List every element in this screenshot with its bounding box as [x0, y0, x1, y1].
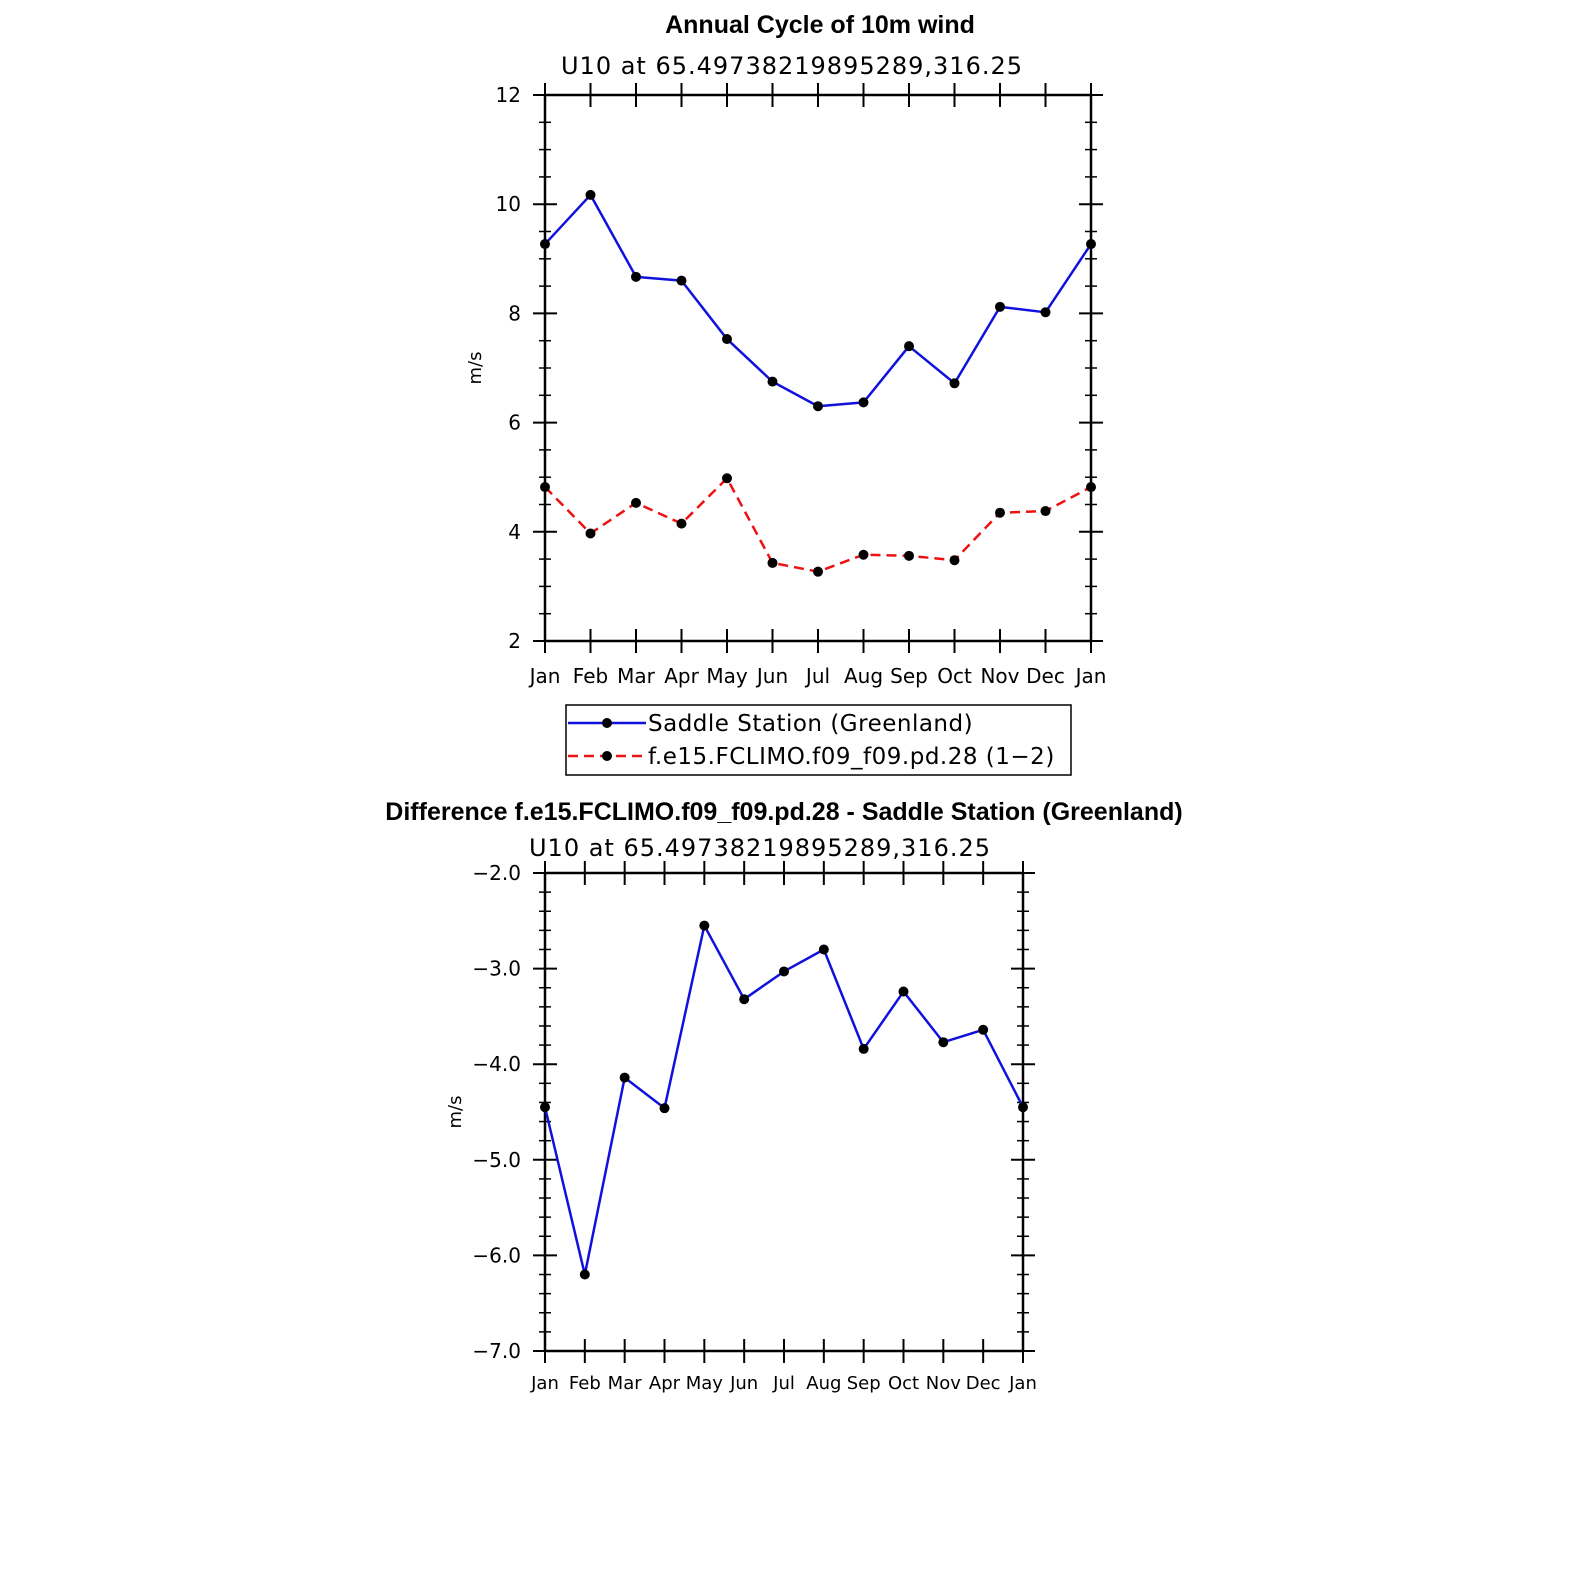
chart-2-xtick-label: Feb: [569, 1373, 601, 1394]
chart-2-ytick-label: −4.0: [472, 1052, 521, 1076]
chart-2-series-1-point: [659, 1103, 670, 1114]
chart-2-ytick-label: −2.0: [472, 861, 521, 885]
chart-2-ylabel: m/s: [445, 1096, 466, 1129]
chart-1-series-1-point: [995, 301, 1005, 312]
chart-1-ytick-label: 6: [508, 411, 521, 435]
chart-2-series-1-point: [938, 1037, 949, 1048]
chart-2-series-1-point: [699, 920, 710, 931]
chart-2-series-1-point: [818, 944, 829, 955]
chart-1-xtick-label: Sep: [890, 664, 928, 688]
legend-marker-series-2: [602, 751, 612, 761]
chart-2-ytick-label: −3.0: [472, 957, 521, 981]
chart-1-xtick-label: Apr: [664, 664, 699, 688]
chart-2-series-1-point: [858, 1043, 869, 1054]
chart-1-series-1-point: [813, 401, 823, 412]
legend-label-series-2: f.e15.FCLIMO.f09_f09.pd.28 (1−2): [648, 744, 1055, 770]
chart-1-ytick-label: 10: [496, 192, 521, 216]
chart-2-series-1-point: [579, 1269, 590, 1280]
chart-1-series-1-point: [585, 189, 596, 200]
chart-2-xtick-label: Aug: [806, 1373, 841, 1394]
chart-2-xtick-label: Sep: [847, 1373, 881, 1394]
chart-2-series-1-point: [978, 1024, 989, 1035]
chart-2-series-1-point: [898, 986, 909, 997]
chart-1-xtick-label: Jul: [804, 664, 830, 688]
chart-1-ytick-label: 4: [508, 520, 521, 544]
chart-1-plot: 2 4 6 8 10 12 Jan Feb Mar Apr May Jun Jul Aug Sep Oct No…: [496, 83, 1107, 688]
chart-1-series-2-point: [676, 518, 687, 529]
chart-1-series-2-point: [631, 497, 641, 508]
chart-1-ytick-label: 12: [496, 83, 521, 107]
chart-2-ytick-label: −6.0: [472, 1243, 521, 1267]
chart-1-series-1-point: [949, 378, 960, 389]
chart-1-series-2-point: [813, 566, 823, 577]
chart-1-subtitle: U10 at 65.49738219895289,316.25: [561, 52, 1023, 80]
chart-1-ytick-label: 8: [508, 301, 521, 325]
chart-2-series-1-point: [619, 1072, 630, 1083]
legend-label-series-1: Saddle Station (Greenland): [648, 711, 973, 737]
chart-1-xtick-label: Oct: [937, 664, 972, 688]
chart-1-legend: Saddle Station (Greenland) f.e15.FCLIMO.…: [565, 704, 1072, 776]
chart-2-ytick-label: −7.0: [472, 1339, 521, 1363]
chart-1-series-2-point: [949, 555, 960, 566]
chart-1-xtick-label: Feb: [573, 664, 608, 688]
chart-1-xtick-label: Dec: [1026, 664, 1065, 688]
chart-2-xtick-label: Nov: [926, 1373, 961, 1394]
chart-1-series-1-point: [767, 376, 778, 387]
chart-1-title: Annual Cycle of 10m wind: [665, 11, 975, 39]
chart-1-series-2-point: [995, 507, 1005, 518]
chart-2-xtick-label: Dec: [966, 1373, 1001, 1394]
chart-1-series-1-point: [858, 397, 869, 408]
chart-2-series-1-point: [540, 1102, 550, 1113]
chart-1-series-2-point: [767, 557, 778, 568]
chart-1-series-2-point: [1086, 482, 1096, 493]
legend-box: [565, 704, 1072, 776]
chart-2-xtick-label: Jun: [729, 1373, 758, 1394]
chart-2-xtick-label: Mar: [608, 1373, 643, 1394]
chart-1-xtick-label: Mar: [617, 664, 656, 688]
chart-1-series-1-line: [544, 193, 1093, 408]
chart-2-ytick-label: −5.0: [472, 1148, 521, 1172]
chart-2-series-1-line: [543, 924, 1025, 1276]
chart-1-series-1-point: [540, 239, 550, 250]
chart-2-xtick-label: Jan: [1008, 1373, 1037, 1394]
chart-1-series-1-point: [631, 271, 641, 282]
chart-1-ytick-label: 2: [508, 629, 521, 653]
chart-1-xtick-label: Aug: [844, 664, 883, 688]
chart-2-series-1-point: [1018, 1102, 1028, 1113]
chart-2-subtitle: U10 at 65.49738219895289,316.25: [529, 834, 991, 862]
chart-2-xtick-label: May: [686, 1373, 724, 1394]
chart-1-series-1-point: [904, 341, 914, 352]
chart-1-series-1-point: [1040, 307, 1051, 318]
chart-2-xtick-label: Jul: [772, 1373, 795, 1394]
chart-1-xtick-label: May: [706, 664, 748, 688]
chart-1-series-2-line: [544, 477, 1092, 573]
chart-1-xtick-label: Nov: [980, 664, 1019, 688]
chart-1-xtick-label: Jan: [528, 664, 561, 688]
chart-1-series-2-point: [585, 528, 596, 539]
chart-1-series-1-point: [1086, 239, 1096, 250]
chart-1-xtick-label: Jun: [755, 664, 788, 688]
chart-2-title: Difference f.e15.FCLIMO.f09_f09.pd.28 - …: [385, 798, 1182, 826]
chart-1-frame: [543, 93, 1093, 643]
chart-2-xtick-label: Oct: [888, 1373, 919, 1394]
legend-marker-series-1: [602, 718, 612, 728]
chart-1-series-1-point: [722, 334, 732, 345]
chart-2-series-1-point: [779, 966, 789, 977]
chart-1-series-2-point: [904, 550, 914, 561]
chart-2-xtick-label: Jan: [530, 1373, 559, 1394]
chart-1-series-2-point: [722, 473, 732, 484]
chart-2-xtick-label: Apr: [649, 1373, 681, 1394]
chart-1-xtick-label: Jan: [1074, 664, 1107, 688]
chart-1-series-2-point: [858, 549, 869, 560]
chart-1-series-1-point: [676, 275, 687, 286]
chart-1-series-2-point: [540, 482, 550, 493]
chart-1-series-2-point: [1040, 506, 1051, 517]
chart-2-series-1-point: [739, 994, 750, 1005]
chart-1-ylabel: m/s: [465, 352, 486, 385]
